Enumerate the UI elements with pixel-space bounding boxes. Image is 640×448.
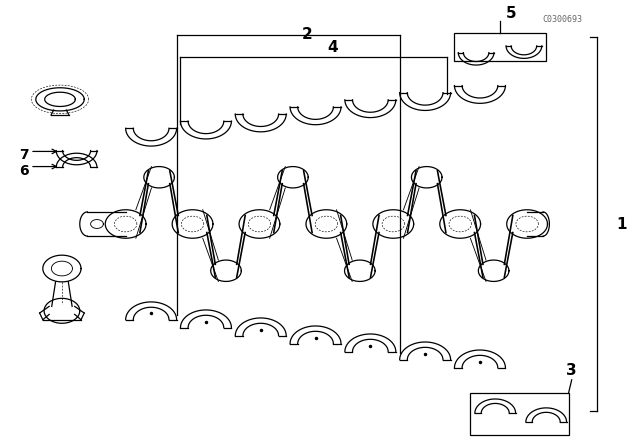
- Text: 6: 6: [19, 164, 29, 178]
- Bar: [454, 33, 546, 61]
- Text: 2: 2: [302, 27, 312, 42]
- Text: C0300693: C0300693: [542, 15, 582, 24]
- Text: 3: 3: [566, 362, 577, 378]
- Text: 5: 5: [506, 6, 516, 22]
- Text: 4: 4: [328, 40, 338, 55]
- Bar: [470, 393, 568, 435]
- Text: 1: 1: [616, 216, 627, 232]
- Text: 7: 7: [19, 148, 29, 162]
